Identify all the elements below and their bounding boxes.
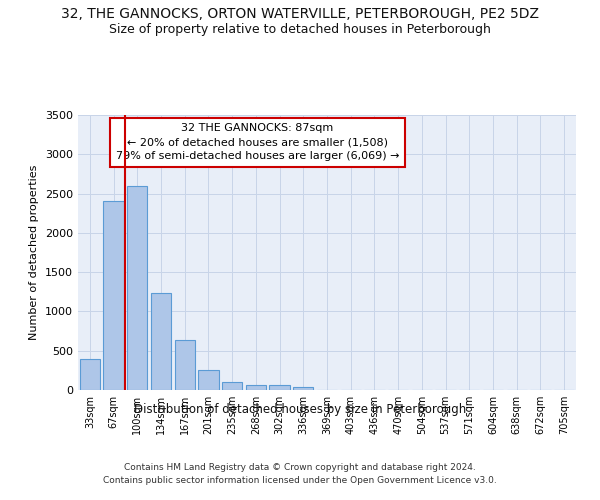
Bar bbox=[199, 370, 218, 390]
Y-axis label: Number of detached properties: Number of detached properties bbox=[29, 165, 40, 340]
Text: Distribution of detached houses by size in Peterborough: Distribution of detached houses by size … bbox=[134, 402, 466, 415]
Text: Contains HM Land Registry data © Crown copyright and database right 2024.: Contains HM Land Registry data © Crown c… bbox=[124, 462, 476, 471]
Text: Size of property relative to detached houses in Peterborough: Size of property relative to detached ho… bbox=[109, 22, 491, 36]
Text: Contains public sector information licensed under the Open Government Licence v3: Contains public sector information licen… bbox=[103, 476, 497, 485]
Bar bbox=[246, 386, 266, 390]
Bar bbox=[222, 382, 242, 390]
Bar bbox=[80, 360, 100, 390]
Bar bbox=[293, 387, 313, 390]
Text: 32 THE GANNOCKS: 87sqm
← 20% of detached houses are smaller (1,508)
79% of semi-: 32 THE GANNOCKS: 87sqm ← 20% of detached… bbox=[116, 123, 399, 161]
Bar bbox=[127, 186, 148, 390]
Bar bbox=[175, 340, 195, 390]
Bar bbox=[269, 386, 290, 390]
Text: 32, THE GANNOCKS, ORTON WATERVILLE, PETERBOROUGH, PE2 5DZ: 32, THE GANNOCKS, ORTON WATERVILLE, PETE… bbox=[61, 8, 539, 22]
Bar bbox=[151, 292, 171, 390]
Bar bbox=[103, 202, 124, 390]
